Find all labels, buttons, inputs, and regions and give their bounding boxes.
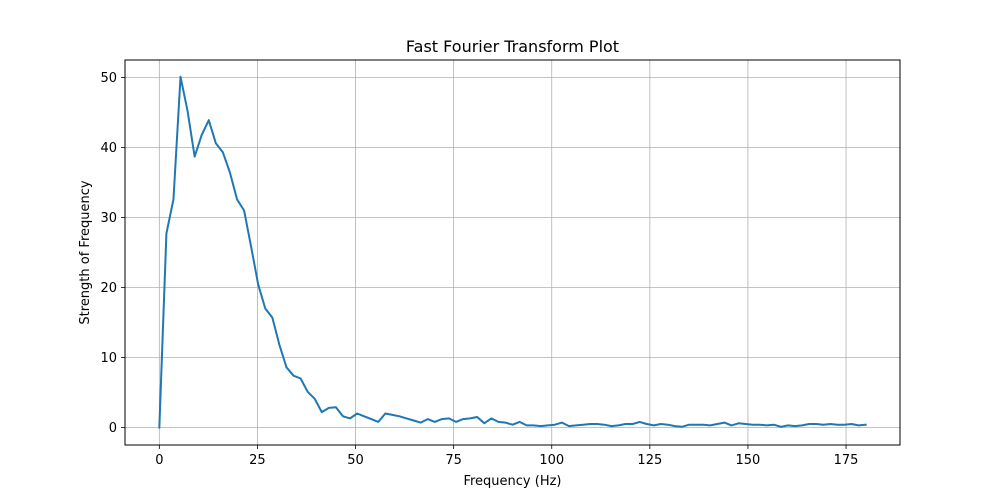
ticks: 0 25 50 75 100 125 150 175 0 10 20 30 40 50 — [100, 71, 858, 468]
x-tick-label: 175 — [834, 453, 859, 468]
x-tick-label: 25 — [249, 453, 266, 468]
series-group — [158, 75, 867, 429]
y-tick-label: 30 — [100, 211, 117, 226]
y-tick-label: 0 — [109, 421, 117, 436]
x-axis-label: Frequency (Hz) — [463, 474, 561, 489]
y-axis-label: Strength of Frequency — [78, 180, 93, 324]
y-tick-label: 10 — [100, 351, 117, 366]
x-tick-label: 125 — [637, 453, 662, 468]
y-tick-label: 20 — [100, 281, 117, 296]
y-tick-label: 40 — [100, 141, 117, 156]
x-tick-label: 100 — [539, 453, 564, 468]
x-tick-label: 150 — [736, 453, 761, 468]
fft-series-line — [158, 75, 867, 429]
x-tick-label: 50 — [347, 453, 364, 468]
x-tick-label: 75 — [445, 453, 462, 468]
grid — [125, 60, 900, 445]
plot-area-frame — [124, 59, 901, 446]
chart-title: Fast Fourier Transform Plot — [406, 37, 619, 56]
y-tick-label: 50 — [100, 71, 117, 86]
x-tick-label: 0 — [155, 453, 163, 468]
